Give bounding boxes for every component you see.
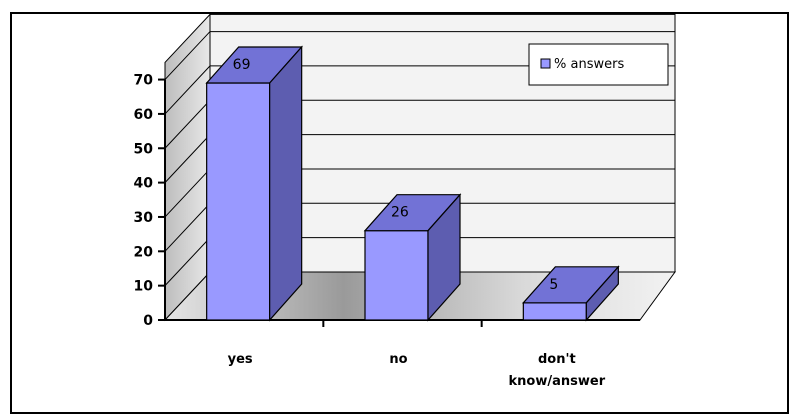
y-tick-label: 20 xyxy=(134,244,154,260)
gridline xyxy=(164,65,675,115)
legend-label: % answers xyxy=(554,57,624,72)
bar-1: 26 xyxy=(363,193,462,322)
bar-front xyxy=(364,230,429,321)
legend: % answers xyxy=(528,43,669,86)
x-category-label: don't know/answer xyxy=(509,352,606,389)
y-tick-label: 30 xyxy=(134,210,154,226)
bar-side xyxy=(269,45,303,322)
y-tick-label: 70 xyxy=(134,73,154,89)
legend-swatch xyxy=(540,58,551,69)
legend-box xyxy=(528,43,669,86)
y-axis-ticks: 0 10 20 30 40 50 60 70 xyxy=(134,73,165,329)
y-tick-label: 60 xyxy=(134,107,154,123)
x-category-label: no xyxy=(389,352,407,367)
bars: 69 26 5 xyxy=(205,45,620,322)
bar-front xyxy=(522,302,587,321)
bar-side xyxy=(585,265,619,322)
y-tick-label: 10 xyxy=(134,279,154,295)
bar-0: 69 xyxy=(205,45,304,322)
gridline xyxy=(164,31,675,80)
data-label: 5 xyxy=(549,277,558,293)
bar-side xyxy=(427,193,461,322)
bar-2: 5 xyxy=(521,265,620,322)
bar-front xyxy=(206,82,271,321)
y-tick-label: 40 xyxy=(134,176,154,192)
side-wall xyxy=(164,13,211,322)
data-label: 69 xyxy=(233,57,251,73)
x-category-label: yes xyxy=(228,352,253,367)
y-tick-label: 0 xyxy=(143,313,153,329)
y-tick-label: 50 xyxy=(134,141,154,157)
category-labels: yes no don't know/answer xyxy=(228,352,606,389)
data-label: 26 xyxy=(391,205,409,221)
